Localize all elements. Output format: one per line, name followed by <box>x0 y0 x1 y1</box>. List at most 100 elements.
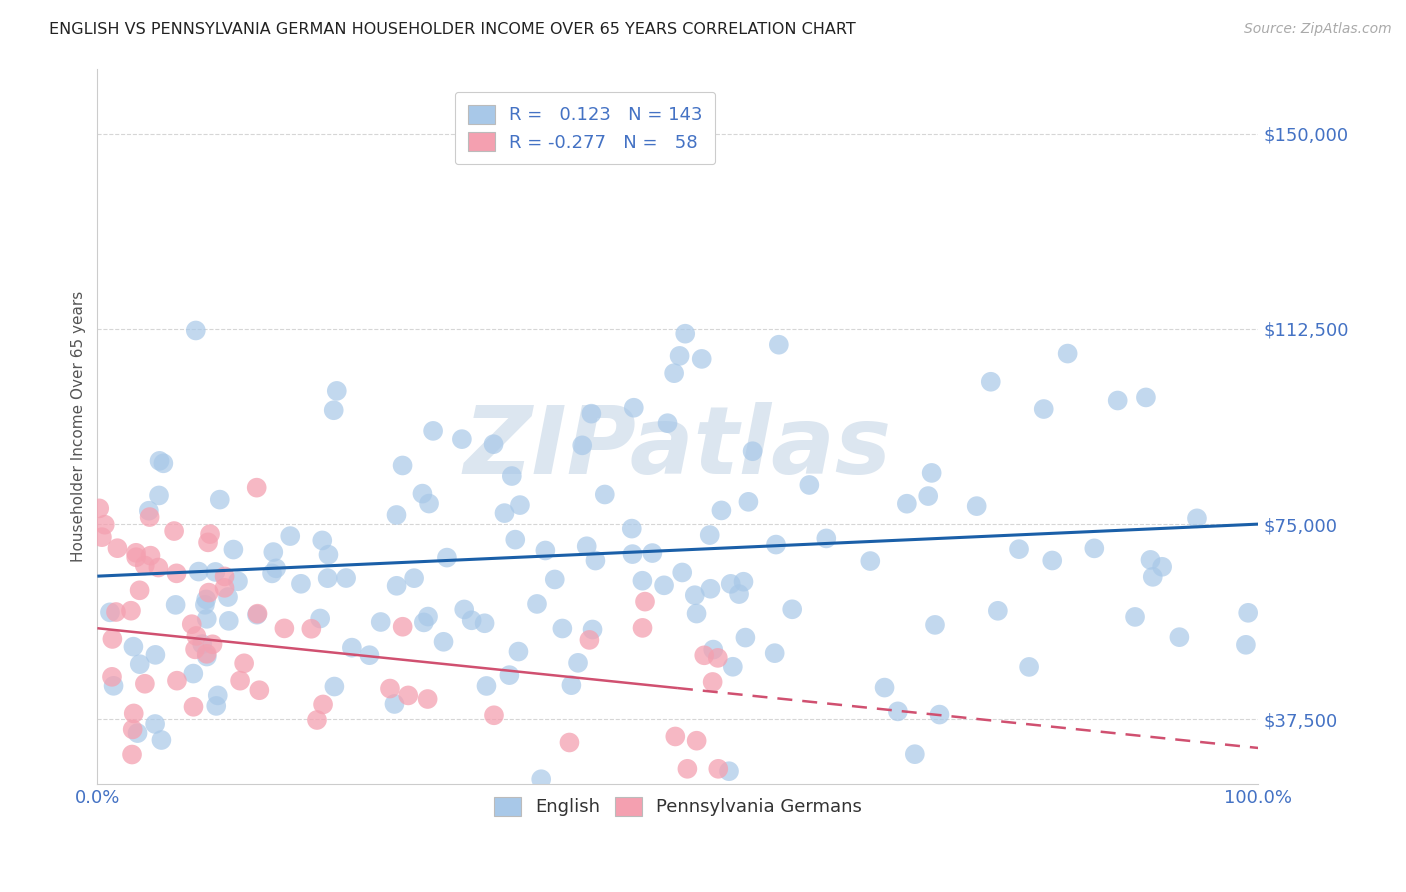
Point <box>1083 541 1105 556</box>
Point <box>94 517 117 532</box>
Point <box>765 538 787 552</box>
Point <box>127 726 149 740</box>
Point <box>763 646 786 660</box>
Point <box>391 458 413 473</box>
Point <box>121 723 143 737</box>
Point <box>1135 391 1157 405</box>
Point <box>316 571 339 585</box>
Point <box>634 594 657 608</box>
Point <box>195 647 218 661</box>
Point <box>671 566 693 580</box>
Point <box>702 675 724 690</box>
Point <box>165 598 187 612</box>
Point <box>101 670 124 684</box>
Point <box>290 576 312 591</box>
Point <box>702 642 724 657</box>
Point <box>335 571 357 585</box>
Point <box>859 554 882 568</box>
Point <box>768 337 790 351</box>
Point <box>260 566 283 581</box>
Point <box>309 611 332 625</box>
Point <box>143 717 166 731</box>
Point <box>139 549 162 563</box>
Point <box>593 487 616 501</box>
Point <box>1107 393 1129 408</box>
Point <box>370 615 392 629</box>
Point <box>134 677 156 691</box>
Point <box>668 349 690 363</box>
Point <box>718 764 741 779</box>
Point <box>163 524 186 538</box>
Point <box>89 501 111 516</box>
Point <box>180 617 202 632</box>
Point <box>664 730 686 744</box>
Point <box>186 629 208 643</box>
Point <box>575 539 598 553</box>
Point <box>987 604 1010 618</box>
Point <box>208 492 231 507</box>
Point <box>501 469 523 483</box>
Point <box>673 326 696 341</box>
Point <box>318 548 340 562</box>
Point <box>621 547 644 561</box>
Point <box>509 498 531 512</box>
Point <box>652 578 675 592</box>
Point <box>134 558 156 573</box>
Point <box>733 574 755 589</box>
Point <box>508 644 530 658</box>
Point <box>404 571 426 585</box>
Point <box>676 762 699 776</box>
Point <box>201 637 224 651</box>
Point <box>873 681 896 695</box>
Point <box>197 535 219 549</box>
Point <box>432 634 454 648</box>
Point <box>121 747 143 762</box>
Point <box>631 621 654 635</box>
Point <box>657 416 679 430</box>
Point <box>411 486 433 500</box>
Point <box>418 497 440 511</box>
Point <box>273 621 295 635</box>
Point <box>125 550 148 565</box>
Point <box>90 530 112 544</box>
Point <box>98 605 121 619</box>
Point <box>187 565 209 579</box>
Point <box>166 566 188 581</box>
Point <box>460 613 482 627</box>
Point <box>233 657 256 671</box>
Point <box>1142 570 1164 584</box>
Y-axis label: Householder Income Over 65 years: Householder Income Over 65 years <box>72 291 86 562</box>
Point <box>204 565 226 579</box>
Point <box>482 708 505 723</box>
Point <box>1018 660 1040 674</box>
Point <box>710 503 733 517</box>
Point <box>101 632 124 646</box>
Point <box>560 678 582 692</box>
Point <box>683 588 706 602</box>
Point <box>451 432 474 446</box>
Point <box>620 522 643 536</box>
Point <box>1139 553 1161 567</box>
Point <box>122 706 145 721</box>
Point <box>217 590 239 604</box>
Point <box>326 384 349 398</box>
Point <box>422 424 444 438</box>
Point <box>1185 511 1208 525</box>
Point <box>148 454 170 468</box>
Point <box>436 550 458 565</box>
Point <box>416 609 439 624</box>
Point <box>631 574 654 588</box>
Point <box>312 698 335 712</box>
Point <box>720 577 742 591</box>
Point <box>205 698 228 713</box>
Point <box>305 713 328 727</box>
Point <box>741 444 763 458</box>
Point <box>494 506 516 520</box>
Point <box>128 583 150 598</box>
Point <box>195 592 218 607</box>
Point <box>1032 402 1054 417</box>
Point <box>1040 553 1063 567</box>
Point <box>904 747 927 762</box>
Point <box>567 656 589 670</box>
Point <box>183 699 205 714</box>
